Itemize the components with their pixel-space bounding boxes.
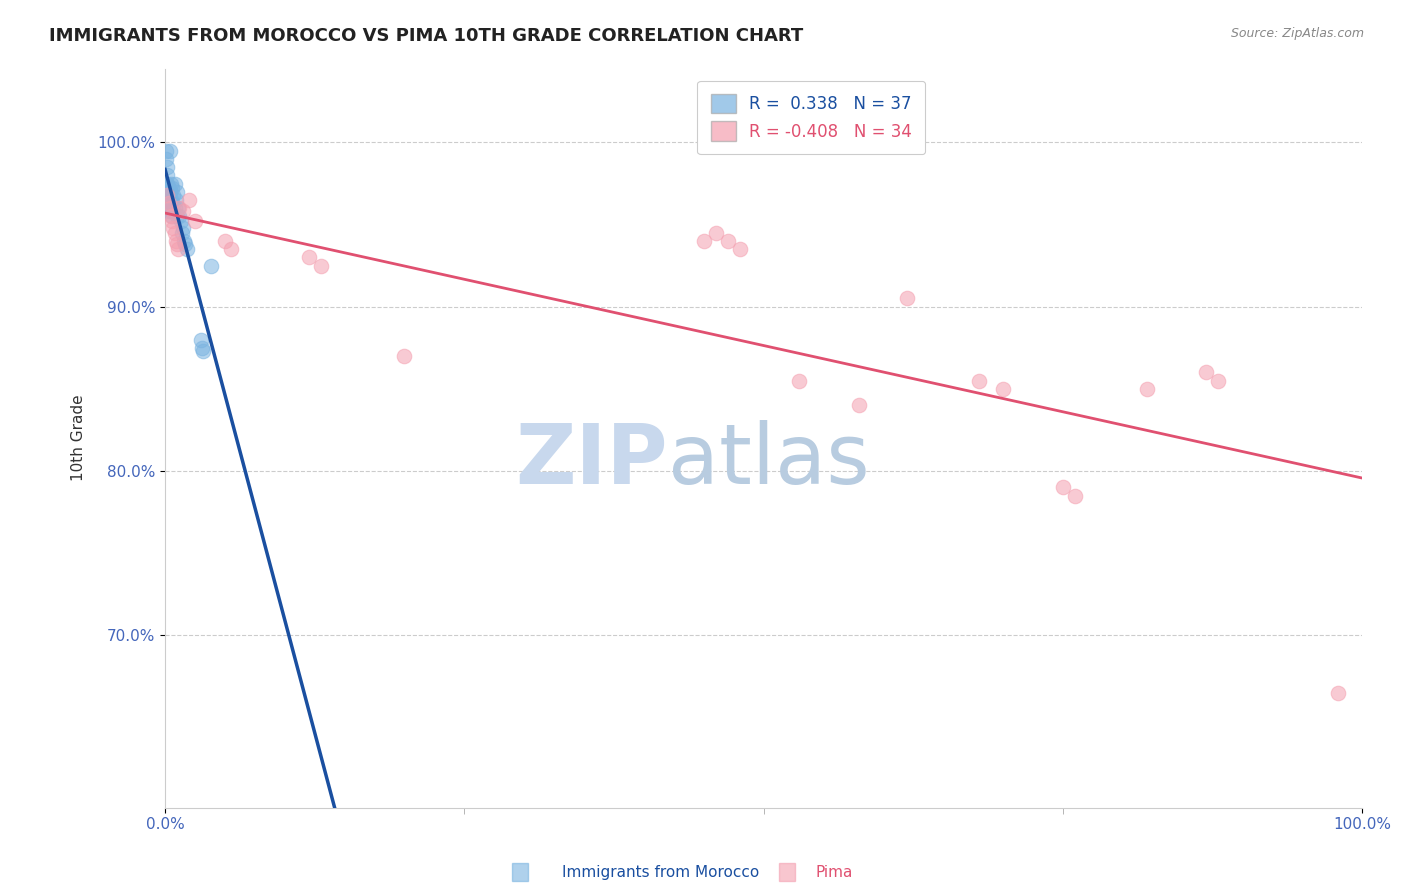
Point [155, 144, 177, 158]
Point [157, 198, 180, 212]
Point [219, 242, 242, 256]
Point [174, 237, 197, 252]
Point [692, 234, 714, 248]
Point [170, 226, 193, 240]
Point [1208, 374, 1230, 388]
Point [157, 196, 180, 211]
Point [166, 210, 188, 224]
Point [159, 201, 181, 215]
Point [159, 201, 181, 215]
Point [298, 251, 321, 265]
Text: Immigrants from Morocco: Immigrants from Morocco [562, 865, 759, 880]
Point [184, 214, 207, 228]
Point [1052, 480, 1074, 494]
Point [163, 226, 186, 240]
Point [162, 220, 184, 235]
Point [191, 341, 214, 355]
Text: IMMIGRANTS FROM MOROCCO VS PIMA 10TH GRADE CORRELATION CHART: IMMIGRANTS FROM MOROCCO VS PIMA 10TH GRA… [49, 27, 803, 45]
Point [193, 344, 215, 359]
Point [1135, 382, 1157, 396]
Point [172, 220, 194, 235]
Point [172, 204, 194, 219]
Bar [512, 863, 529, 881]
Point [1195, 365, 1218, 379]
Point [162, 210, 184, 224]
Point [394, 349, 416, 363]
Point [169, 210, 191, 224]
Point [200, 259, 222, 273]
Y-axis label: 10th Grade: 10th Grade [72, 395, 86, 482]
Point [160, 177, 183, 191]
Point [991, 382, 1014, 396]
Point [162, 188, 184, 202]
Point [162, 196, 184, 211]
Point [157, 181, 180, 195]
Point [176, 242, 198, 256]
Point [166, 237, 188, 252]
Point [717, 234, 740, 248]
Legend: R =  0.338   N = 37, R = -0.408   N = 34: R = 0.338 N = 37, R = -0.408 N = 34 [697, 80, 925, 154]
Point [157, 204, 180, 219]
Point [789, 374, 811, 388]
Point [163, 201, 186, 215]
Point [169, 214, 191, 228]
Point [167, 201, 190, 215]
Point [309, 259, 332, 273]
Point [162, 204, 184, 219]
Point [848, 398, 870, 412]
Point [159, 185, 181, 199]
Point [728, 242, 751, 256]
Point [162, 181, 184, 195]
Point [156, 177, 179, 191]
Point [896, 292, 918, 306]
Point [967, 374, 990, 388]
Point [169, 201, 191, 215]
Point [167, 242, 190, 256]
Point [163, 177, 186, 191]
Point [156, 160, 179, 174]
Point [159, 144, 181, 158]
Point [190, 333, 212, 347]
Point [173, 234, 195, 248]
Text: atlas: atlas [668, 420, 869, 500]
Point [165, 193, 187, 207]
Point [1327, 686, 1350, 700]
Point [155, 152, 177, 166]
Point [156, 188, 179, 202]
Bar [779, 863, 796, 881]
Point [162, 214, 184, 228]
Point [166, 185, 188, 199]
Point [165, 234, 187, 248]
Point [214, 234, 236, 248]
Text: Source: ZipAtlas.com: Source: ZipAtlas.com [1230, 27, 1364, 40]
Text: Pima: Pima [815, 865, 853, 880]
Point [156, 169, 179, 183]
Point [177, 193, 200, 207]
Point [157, 188, 180, 202]
Point [160, 204, 183, 219]
Text: ZIP: ZIP [515, 420, 668, 500]
Point [704, 226, 727, 240]
Point [1063, 489, 1085, 503]
Point [160, 210, 183, 224]
Point [160, 193, 183, 207]
